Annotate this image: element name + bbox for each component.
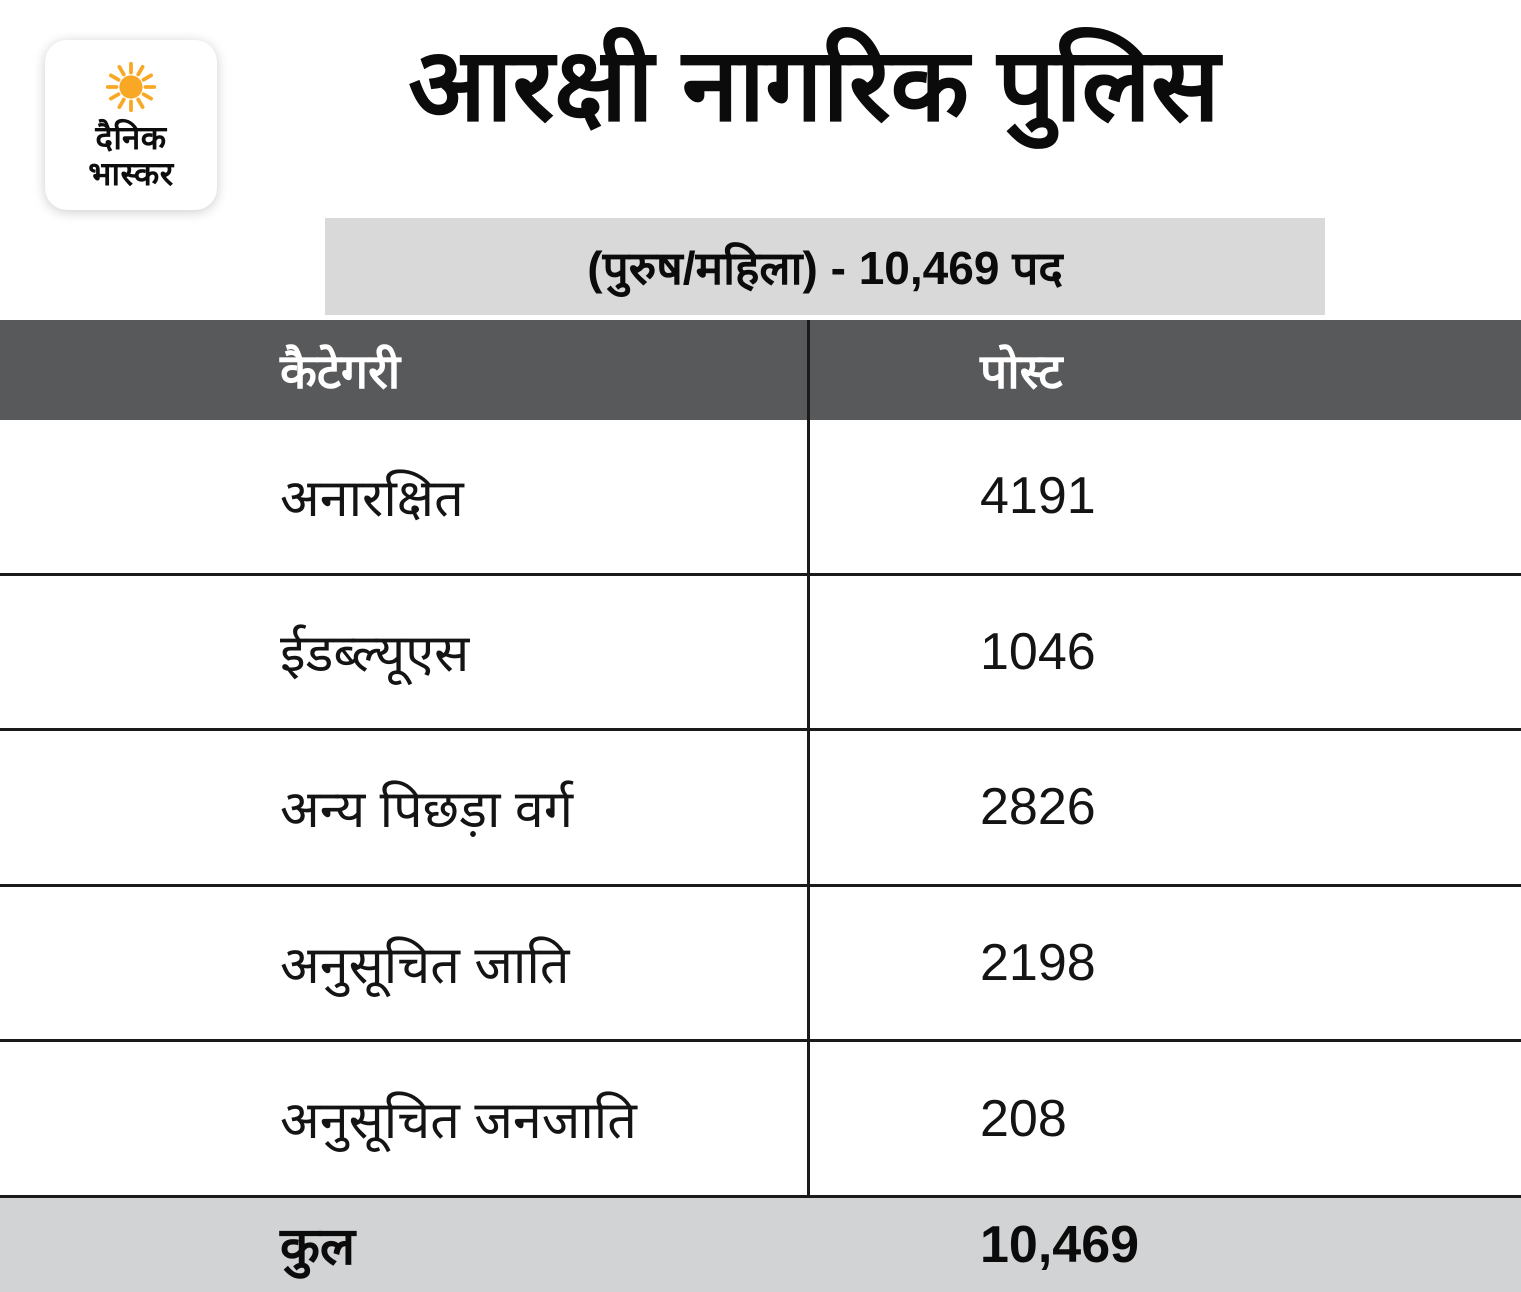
row-posts: 2826: [980, 778, 1096, 837]
row-category: ईडब्ल्यूएस: [0, 575, 810, 729]
logo-line-1: दैनिक: [95, 119, 167, 157]
row-posts: 208: [980, 1089, 1067, 1148]
table-row: अनुसूचित जाति 2198: [0, 886, 1521, 1043]
row-category: अनुसूचित जाति: [0, 886, 810, 1040]
header-area: दैनिक भास्कर आरक्षी नागरिक पुलिस: [0, 0, 1521, 218]
subtitle-band: (पुरुष/महिला) - 10,469 पद: [325, 218, 1325, 315]
table-row: ईडब्ल्यूएस 1046: [0, 575, 1521, 732]
column-header-category: कैटेगरी: [0, 320, 810, 420]
page-title: आरक्षी नागरिक पुलिस: [408, 28, 1220, 142]
total-value: 10,469: [980, 1215, 1140, 1274]
table-row: अन्य पिछड़ा वर्ग 2826: [0, 731, 1521, 887]
row-posts: 2198: [980, 934, 1096, 993]
sun-icon: [102, 58, 160, 116]
row-posts: 1046: [980, 622, 1096, 681]
logo-line-2: भास्कर: [88, 155, 174, 192]
row-category: अन्य पिछड़ा वर्ग: [0, 731, 810, 884]
table-row: अनारक्षित 4191: [0, 420, 1521, 576]
row-posts: 4191: [980, 467, 1096, 526]
table-row: अनुसूचित जनजाति 208: [0, 1042, 1521, 1198]
table-header-row: कैटेगरी पोस्ट: [0, 320, 1521, 420]
row-category: अनुसूचित जनजाति: [0, 1042, 810, 1195]
total-label: कुल: [280, 1218, 356, 1277]
table-total-row: कुल 10,469: [0, 1197, 1521, 1292]
logo-wordmark: दैनिक भास्कर: [88, 120, 173, 191]
column-header-posts: पोस्ट: [980, 345, 1063, 399]
dainik-bhaskar-logo: दैनिक भास्कर: [45, 40, 217, 210]
category-posts-table: कैटेगरी पोस्ट अनारक्षित 4191 ईडब्ल्यूएस …: [0, 320, 1521, 1292]
row-category: अनारक्षित: [0, 420, 810, 573]
